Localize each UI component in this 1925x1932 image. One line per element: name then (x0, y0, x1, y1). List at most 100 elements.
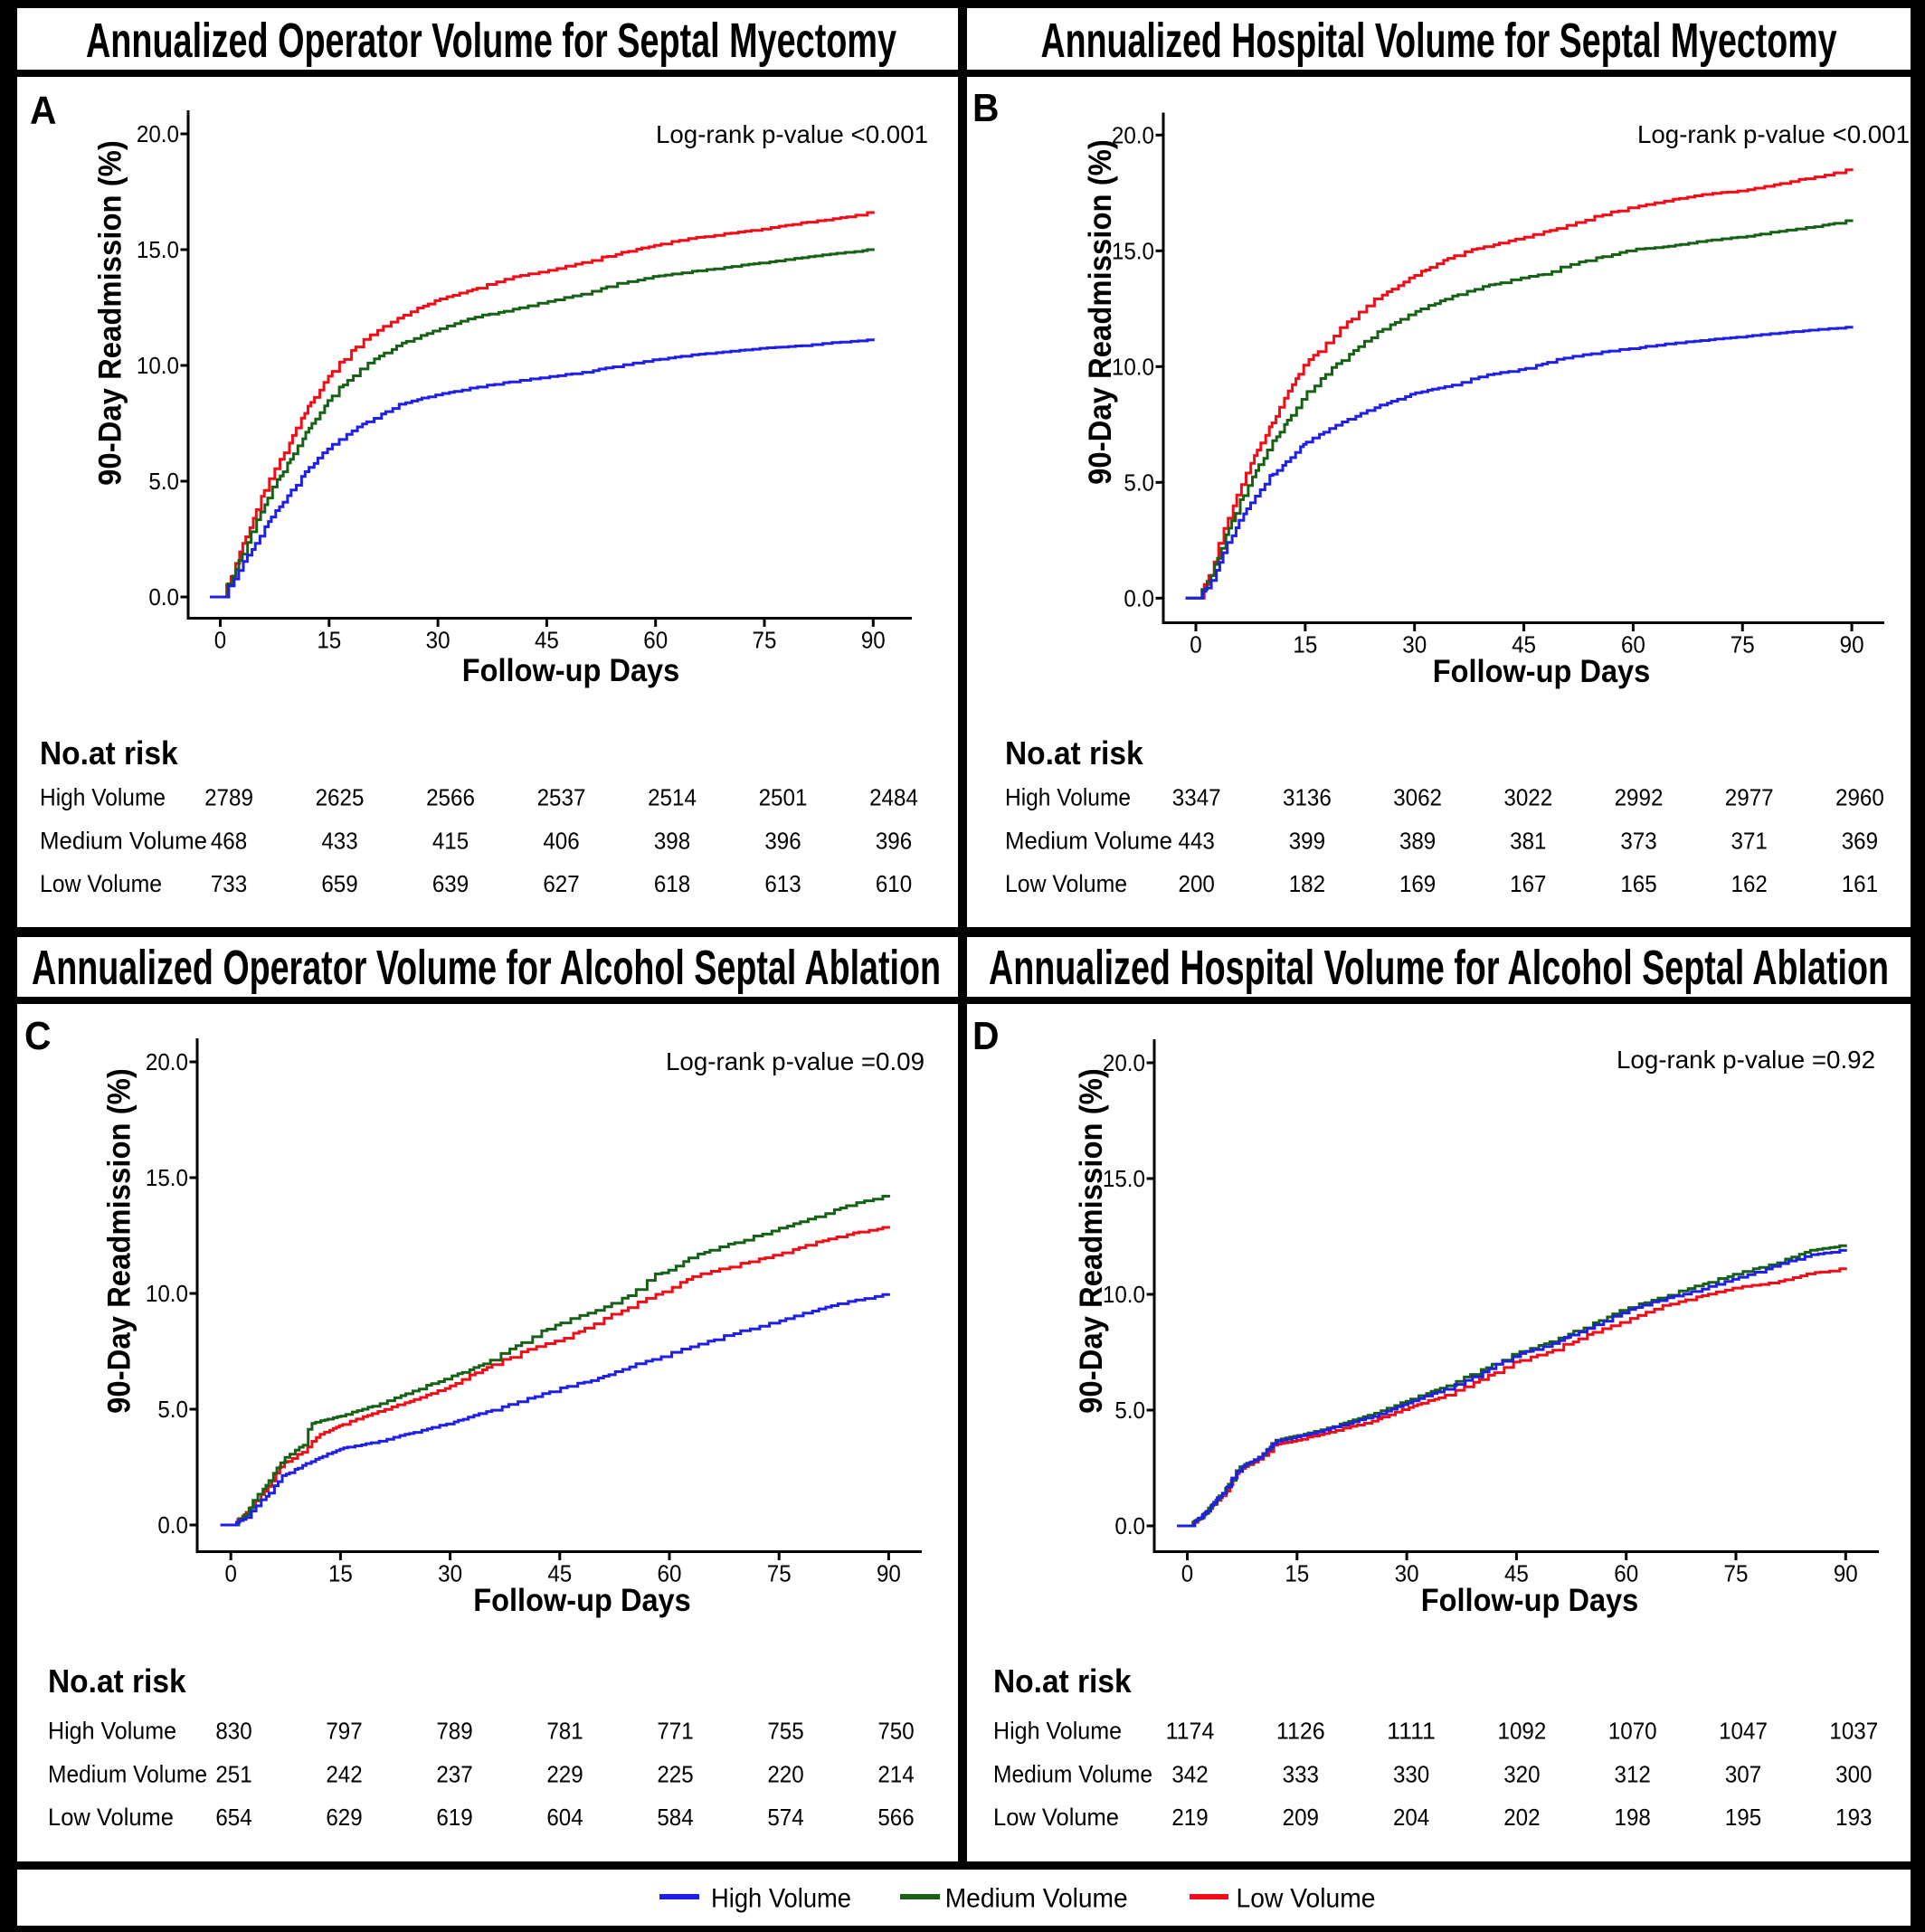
svg-text:Medium Volume: Medium Volume (945, 1884, 1128, 1914)
svg-text:610: 610 (876, 870, 912, 897)
svg-text:251: 251 (215, 1761, 251, 1788)
svg-text:5.0: 5.0 (1114, 1397, 1145, 1424)
svg-text:369: 369 (1842, 828, 1878, 855)
svg-text:771: 771 (657, 1718, 693, 1745)
svg-text:342: 342 (1171, 1761, 1208, 1788)
svg-text:312: 312 (1615, 1761, 1651, 1788)
svg-text:5.0: 5.0 (148, 468, 179, 495)
svg-text:619: 619 (436, 1804, 472, 1831)
svg-text:639: 639 (432, 870, 469, 897)
svg-text:High Volume: High Volume (1005, 784, 1131, 811)
svg-text:90-Day Readmission (%): 90-Day Readmission (%) (1083, 139, 1118, 485)
svg-text:169: 169 (1399, 870, 1436, 897)
svg-text:182: 182 (1289, 870, 1325, 897)
svg-text:High Volume: High Volume (40, 784, 166, 811)
svg-text:2977: 2977 (1725, 784, 1774, 811)
svg-text:60: 60 (658, 1560, 682, 1587)
svg-text:333: 333 (1283, 1761, 1319, 1788)
svg-text:3062: 3062 (1393, 784, 1442, 811)
svg-text:Low Volume: Low Volume (1005, 870, 1127, 897)
svg-text:2625: 2625 (316, 784, 365, 811)
svg-text:Annualized Operator Volume for: Annualized Operator Volume for Alcohol S… (32, 941, 941, 995)
svg-text:165: 165 (1620, 870, 1656, 897)
svg-text:15: 15 (328, 1560, 353, 1587)
svg-text:2789: 2789 (204, 784, 253, 811)
svg-text:300: 300 (1835, 1761, 1872, 1788)
svg-text:330: 330 (1393, 1761, 1429, 1788)
svg-text:0: 0 (1190, 631, 1201, 658)
svg-text:45: 45 (1512, 631, 1536, 658)
svg-text:No.at risk: No.at risk (40, 734, 179, 772)
svg-text:90-Day Readmission (%): 90-Day Readmission (%) (102, 1068, 138, 1414)
svg-text:468: 468 (211, 828, 247, 855)
svg-text:60: 60 (643, 627, 668, 654)
svg-text:3347: 3347 (1172, 784, 1221, 811)
svg-text:90-Day Readmission (%): 90-Day Readmission (%) (93, 140, 128, 486)
svg-text:219: 219 (1171, 1804, 1208, 1831)
svg-text:No.at risk: No.at risk (993, 1662, 1133, 1700)
svg-text:45: 45 (1504, 1560, 1529, 1587)
svg-text:220: 220 (767, 1761, 803, 1788)
svg-text:High Volume: High Volume (711, 1884, 851, 1914)
svg-text:5.0: 5.0 (157, 1396, 188, 1423)
svg-text:Medium Volume: Medium Volume (48, 1761, 207, 1788)
svg-text:15: 15 (1285, 1560, 1309, 1587)
svg-text:Log-rank p-value <0.001: Log-rank p-value <0.001 (656, 120, 928, 148)
svg-text:60: 60 (1621, 631, 1645, 658)
svg-text:2566: 2566 (426, 784, 475, 811)
svg-text:Follow-up Days: Follow-up Days (1421, 1583, 1639, 1618)
svg-text:10.0: 10.0 (1112, 354, 1154, 381)
svg-text:30: 30 (438, 1560, 462, 1587)
svg-text:415: 415 (432, 828, 469, 855)
svg-text:396: 396 (764, 828, 801, 855)
svg-text:Low Volume: Low Volume (48, 1804, 174, 1831)
svg-text:627: 627 (543, 870, 579, 897)
svg-text:10.0: 10.0 (146, 1280, 188, 1307)
svg-text:High Volume: High Volume (993, 1718, 1122, 1745)
svg-text:237: 237 (436, 1761, 472, 1788)
svg-text:830: 830 (215, 1718, 251, 1745)
svg-text:797: 797 (326, 1718, 362, 1745)
svg-text:161: 161 (1842, 870, 1878, 897)
svg-text:1070: 1070 (1608, 1718, 1657, 1745)
svg-text:20.0: 20.0 (1112, 122, 1154, 149)
svg-text:High Volume: High Volume (48, 1718, 176, 1745)
svg-text:229: 229 (546, 1761, 583, 1788)
svg-text:30: 30 (1402, 631, 1427, 658)
svg-text:10.0: 10.0 (1103, 1281, 1145, 1308)
svg-text:15: 15 (317, 627, 341, 654)
svg-text:60: 60 (1614, 1560, 1638, 1587)
svg-text:Log-rank p-value =0.92: Log-rank p-value =0.92 (1617, 1046, 1875, 1074)
svg-text:204: 204 (1393, 1804, 1429, 1831)
svg-text:443: 443 (1179, 828, 1215, 855)
svg-text:1126: 1126 (1276, 1718, 1325, 1745)
svg-text:Medium Volume: Medium Volume (40, 828, 207, 855)
svg-text:198: 198 (1615, 1804, 1651, 1831)
svg-text:Annualized Operator Volume for: Annualized Operator Volume for Septal My… (86, 14, 896, 68)
svg-text:Low Volume: Low Volume (993, 1804, 1119, 1831)
svg-text:Follow-up Days: Follow-up Days (1433, 654, 1651, 689)
svg-text:0: 0 (214, 627, 226, 654)
svg-text:10.0: 10.0 (137, 352, 179, 379)
svg-text:654: 654 (215, 1804, 251, 1831)
svg-text:373: 373 (1620, 828, 1656, 855)
svg-text:3022: 3022 (1503, 784, 1552, 811)
svg-text:20.0: 20.0 (1103, 1049, 1145, 1076)
svg-text:15: 15 (1293, 631, 1317, 658)
svg-text:1047: 1047 (1719, 1718, 1768, 1745)
svg-text:613: 613 (764, 870, 801, 897)
svg-text:15.0: 15.0 (1112, 238, 1154, 265)
svg-text:75: 75 (1724, 1560, 1749, 1587)
svg-text:2992: 2992 (1615, 784, 1664, 811)
svg-text:D: D (972, 1014, 1000, 1058)
svg-text:2501: 2501 (759, 784, 808, 811)
svg-text:0: 0 (225, 1560, 237, 1587)
svg-text:2960: 2960 (1835, 784, 1884, 811)
svg-text:Low Volume: Low Volume (1237, 1884, 1376, 1914)
svg-text:20.0: 20.0 (137, 120, 179, 147)
svg-text:2537: 2537 (537, 784, 586, 811)
svg-text:30: 30 (1395, 1560, 1419, 1587)
svg-text:789: 789 (436, 1718, 472, 1745)
svg-text:0.0: 0.0 (157, 1511, 188, 1539)
svg-text:1092: 1092 (1498, 1718, 1547, 1745)
